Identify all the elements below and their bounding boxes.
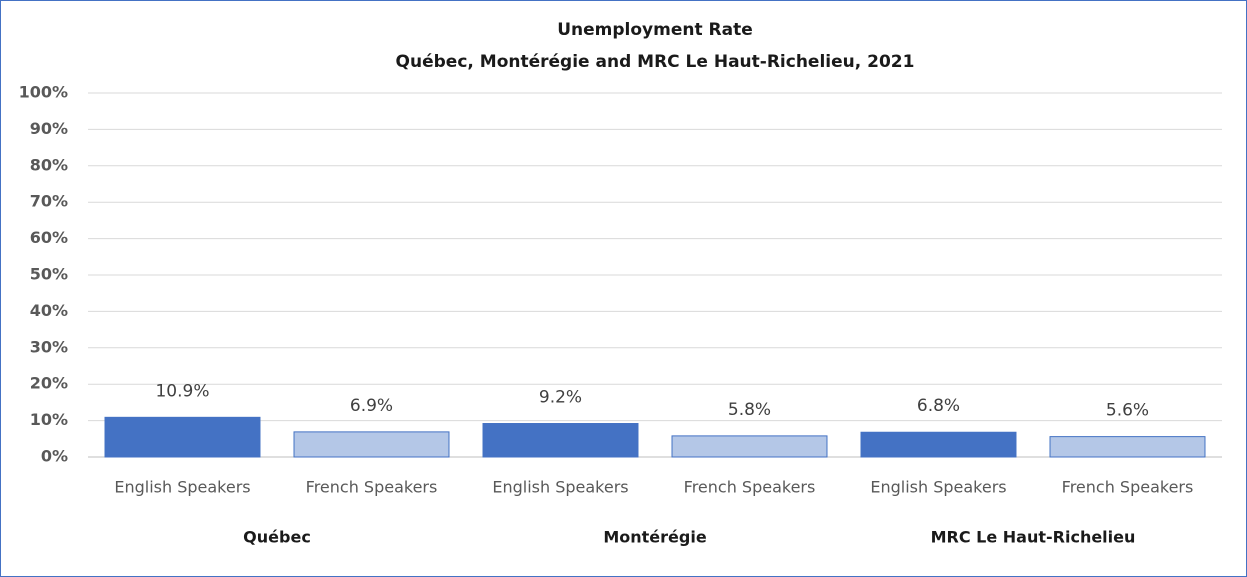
bar bbox=[293, 431, 450, 458]
group-label: MRC Le Haut-Richelieu bbox=[931, 528, 1136, 547]
y-tick-label: 40% bbox=[30, 301, 68, 320]
y-tick-label: 70% bbox=[30, 192, 68, 211]
x-tick-label: French Speakers bbox=[1062, 478, 1194, 497]
x-tick-label: French Speakers bbox=[306, 478, 438, 497]
y-tick-label: 60% bbox=[30, 228, 68, 247]
y-tick-label: 100% bbox=[19, 83, 68, 102]
y-tick-label: 50% bbox=[30, 265, 68, 284]
bar bbox=[1049, 436, 1206, 458]
y-tick-label: 0% bbox=[41, 447, 68, 466]
value-label: 9.2% bbox=[539, 388, 582, 408]
y-tick-label: 10% bbox=[30, 410, 68, 429]
x-tick-label: French Speakers bbox=[684, 478, 816, 497]
value-label: 5.8% bbox=[728, 400, 771, 420]
chart-title: Unemployment Rate bbox=[557, 20, 753, 40]
chart-subtitle: Québec, Montérégie and MRC Le Haut-Riche… bbox=[396, 52, 915, 72]
y-tick-label: 30% bbox=[30, 337, 68, 356]
group-label: Québec bbox=[243, 528, 311, 547]
y-tick-label: 90% bbox=[30, 119, 68, 138]
y-tick-label: 20% bbox=[30, 374, 68, 393]
x-tick-label: English Speakers bbox=[114, 478, 250, 497]
bar bbox=[104, 416, 261, 458]
bar bbox=[482, 423, 639, 458]
bar bbox=[671, 435, 828, 458]
bar bbox=[860, 431, 1017, 458]
value-label: 5.6% bbox=[1106, 401, 1149, 421]
group-label: Montérégie bbox=[603, 528, 706, 547]
value-label: 10.9% bbox=[155, 381, 209, 401]
x-tick-label: English Speakers bbox=[870, 478, 1006, 497]
value-label: 6.9% bbox=[350, 396, 393, 416]
y-tick-label: 80% bbox=[30, 155, 68, 174]
x-tick-label: English Speakers bbox=[492, 478, 628, 497]
value-label: 6.8% bbox=[917, 396, 960, 416]
